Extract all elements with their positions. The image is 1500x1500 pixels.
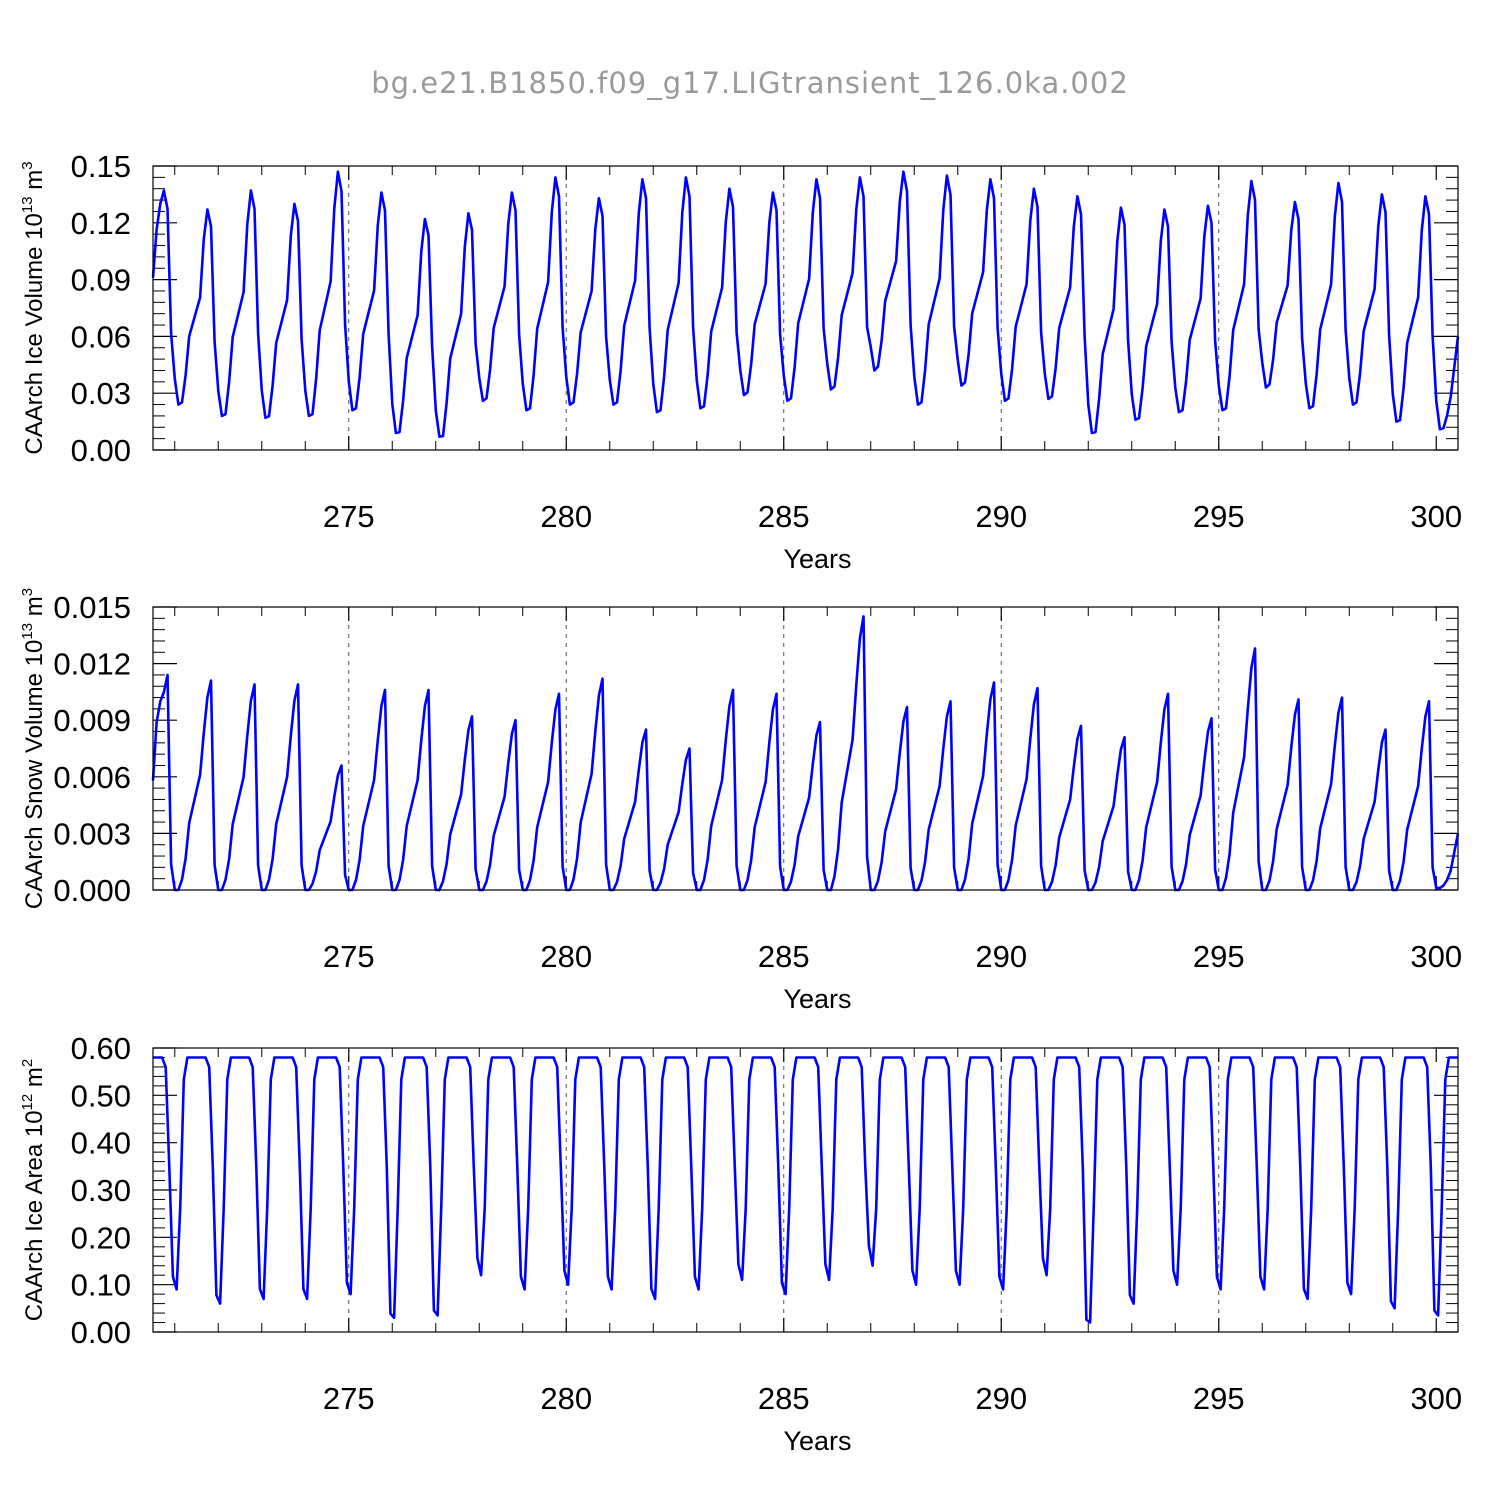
snow-volume-y-axis-label: CAArch Snow Volume 1013 m3 bbox=[19, 588, 48, 909]
ice-area-x-tick-label: 285 bbox=[758, 1381, 810, 1416]
ice-area-y-tick-label: 0.40 bbox=[71, 1126, 131, 1161]
snow-volume-x-tick-label: 300 bbox=[1410, 939, 1462, 974]
ice-area-y-tick-label: 0.30 bbox=[71, 1173, 131, 1208]
ice-volume-y-tick-label: 0.03 bbox=[71, 376, 131, 411]
figure-title: bg.e21.B1850.f09_g17.LIGtransient_126.0k… bbox=[371, 66, 1129, 100]
snow-volume-y-tick-label: 0.009 bbox=[53, 703, 131, 738]
snow-volume-y-tick-label: 0.006 bbox=[53, 760, 131, 795]
ice-area-plot-frame bbox=[152, 1047, 1459, 1333]
snow-volume-x-tick-label: 275 bbox=[323, 939, 375, 974]
ice-area-x-tick-label: 295 bbox=[1193, 1381, 1245, 1416]
ice-volume-x-tick-label: 280 bbox=[540, 499, 592, 534]
snow-volume-series-line bbox=[151, 615, 1460, 892]
ice-area-y-tick-label: 0.20 bbox=[71, 1220, 131, 1255]
ice-volume-x-tick-label: 290 bbox=[975, 499, 1027, 534]
ice-volume-y-tick-label: 0.09 bbox=[71, 263, 131, 298]
ice-volume-y-tick-label: 0.15 bbox=[71, 149, 131, 184]
snow-volume-y-tick-label: 0.000 bbox=[53, 873, 131, 908]
ice-area-x-tick-label: 300 bbox=[1410, 1381, 1462, 1416]
ice-volume-x-tick-label: 295 bbox=[1193, 499, 1245, 534]
snow-volume-panel: 0.000 0.003 0.006 0.009 0.012 0.015 275 280 285 2… bbox=[19, 588, 1462, 1014]
ice-area-y-tick-label: 0.00 bbox=[71, 1315, 131, 1350]
ice-area-x-tick-label: 275 bbox=[323, 1381, 375, 1416]
ice-volume-y-tick-label: 0.12 bbox=[71, 206, 131, 241]
ice-area-x-axis-label: Years bbox=[783, 1426, 851, 1456]
ice-area-x-tick-label: 280 bbox=[540, 1381, 592, 1416]
ice-area-y-tick-label: 0.50 bbox=[71, 1078, 131, 1113]
snow-volume-x-tick-label: 285 bbox=[758, 939, 810, 974]
ice-area-series-line bbox=[153, 1056, 1458, 1324]
ice-area-y-tick-label: 0.10 bbox=[71, 1268, 131, 1303]
ice-volume-x-tick-label: 300 bbox=[1410, 499, 1462, 534]
ice-volume-y-tick-label: 0.00 bbox=[71, 433, 131, 468]
ice-volume-series-line bbox=[151, 170, 1460, 438]
ice-volume-x-tick-label: 285 bbox=[758, 499, 810, 534]
ice-volume-x-tick-label: 275 bbox=[323, 499, 375, 534]
snow-volume-x-tick-label: 280 bbox=[540, 939, 592, 974]
snow-volume-x-tick-label: 295 bbox=[1193, 939, 1245, 974]
snow-volume-plot-frame bbox=[152, 606, 1459, 891]
ice-area-panel: 0.00 0.10 0.20 0.30 0.40 0.50 0.60 275 280 285 290… bbox=[19, 1031, 1462, 1456]
ice-volume-plot-frame bbox=[152, 165, 1459, 451]
snow-volume-y-tick-label: 0.015 bbox=[53, 590, 131, 625]
ice-volume-y-tick-label: 0.06 bbox=[71, 319, 131, 354]
snow-volume-y-tick-label: 0.012 bbox=[53, 647, 131, 682]
snow-volume-x-axis-label: Years bbox=[783, 984, 851, 1014]
ice-volume-x-axis-label: Years bbox=[783, 544, 851, 574]
ice-area-y-tick-label: 0.60 bbox=[71, 1031, 131, 1066]
ice-volume-panel: 0.00 0.03 0.06 0.09 0.12 0.15 275 280 285 290 295 3… bbox=[19, 149, 1462, 574]
snow-volume-x-tick-label: 290 bbox=[975, 939, 1027, 974]
snow-volume-y-tick-label: 0.003 bbox=[53, 816, 131, 851]
ice-volume-y-axis-label: CAArch Ice Volume 1013 m3 bbox=[19, 161, 48, 454]
ice-area-y-axis-label: CAArch Ice Area 1012 m2 bbox=[19, 1059, 48, 1321]
ice-area-x-tick-label: 290 bbox=[975, 1381, 1027, 1416]
